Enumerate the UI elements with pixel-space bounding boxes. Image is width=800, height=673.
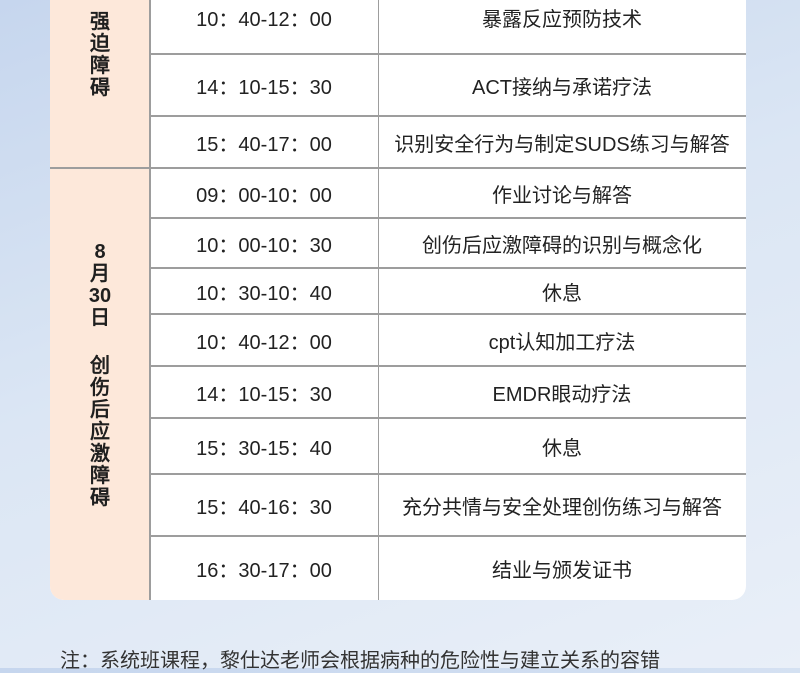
row-divider: [150, 217, 746, 219]
row-divider: [150, 535, 746, 537]
session-content: 识别安全行为与制定SUDS练习与解答: [394, 133, 730, 156]
session-content: 休息: [542, 437, 582, 460]
session-time: 10：40-12：00: [196, 8, 332, 31]
session-content: cpt认知加工疗法: [488, 331, 636, 354]
session-content: EMDR眼动疗法: [492, 383, 632, 406]
session-time: 10：00-10：30: [196, 234, 332, 257]
column-divider: [149, 0, 151, 600]
footnote: 注：系统班课程，黎仕达老师会根据病种的危险性与建立关系的容错: [60, 650, 660, 672]
session-time: 16：30-17：00: [196, 559, 332, 582]
row-divider: [150, 267, 746, 269]
session-content: 休息: [542, 282, 582, 305]
session-time: 14：10-15：30: [196, 383, 332, 406]
session-time: 15：40-16：30: [196, 496, 332, 519]
group-date: 8月30日: [88, 241, 112, 329]
session-content: 充分共情与安全处理创伤练习与解答: [402, 496, 722, 519]
session-time: 15：30-15：40: [196, 437, 332, 460]
row-divider: [150, 417, 746, 419]
group-cell: [50, 0, 150, 168]
group-topic: 强迫障碍: [90, 11, 110, 99]
group-label: 8月30日创伤后应激障碍: [50, 230, 150, 520]
session-time: 09：00-10：00: [196, 184, 332, 207]
row-divider: [150, 115, 746, 117]
session-time: 10：40-12：00: [196, 331, 332, 354]
group-topic: 创伤后应激障碍: [90, 355, 110, 509]
session-time: 15：40-17：00: [196, 133, 332, 156]
column-divider: [377, 0, 379, 600]
session-content: ACT接纳与承诺疗法: [472, 76, 652, 99]
row-divider: [150, 473, 746, 475]
session-time: 10：30-10：40: [196, 282, 332, 305]
group-cell: [50, 168, 150, 600]
group-label: 强迫障碍: [50, 10, 150, 100]
group-divider: [50, 167, 746, 169]
session-content: 暴露反应预防技术: [482, 8, 642, 31]
row-divider: [150, 313, 746, 315]
session-time: 14：10-15：30: [196, 76, 332, 99]
session-content: 创伤后应激障碍的识别与概念化: [422, 234, 702, 257]
row-divider: [150, 365, 746, 367]
session-content: 结业与颁发证书: [492, 559, 632, 582]
session-content: 作业讨论与解答: [492, 184, 632, 207]
row-divider: [150, 53, 746, 55]
schedule-table: 强迫障碍 10：40-12：00 暴露反应预防技术 14：10-15：30 ACT接纳与…: [50, 0, 746, 600]
